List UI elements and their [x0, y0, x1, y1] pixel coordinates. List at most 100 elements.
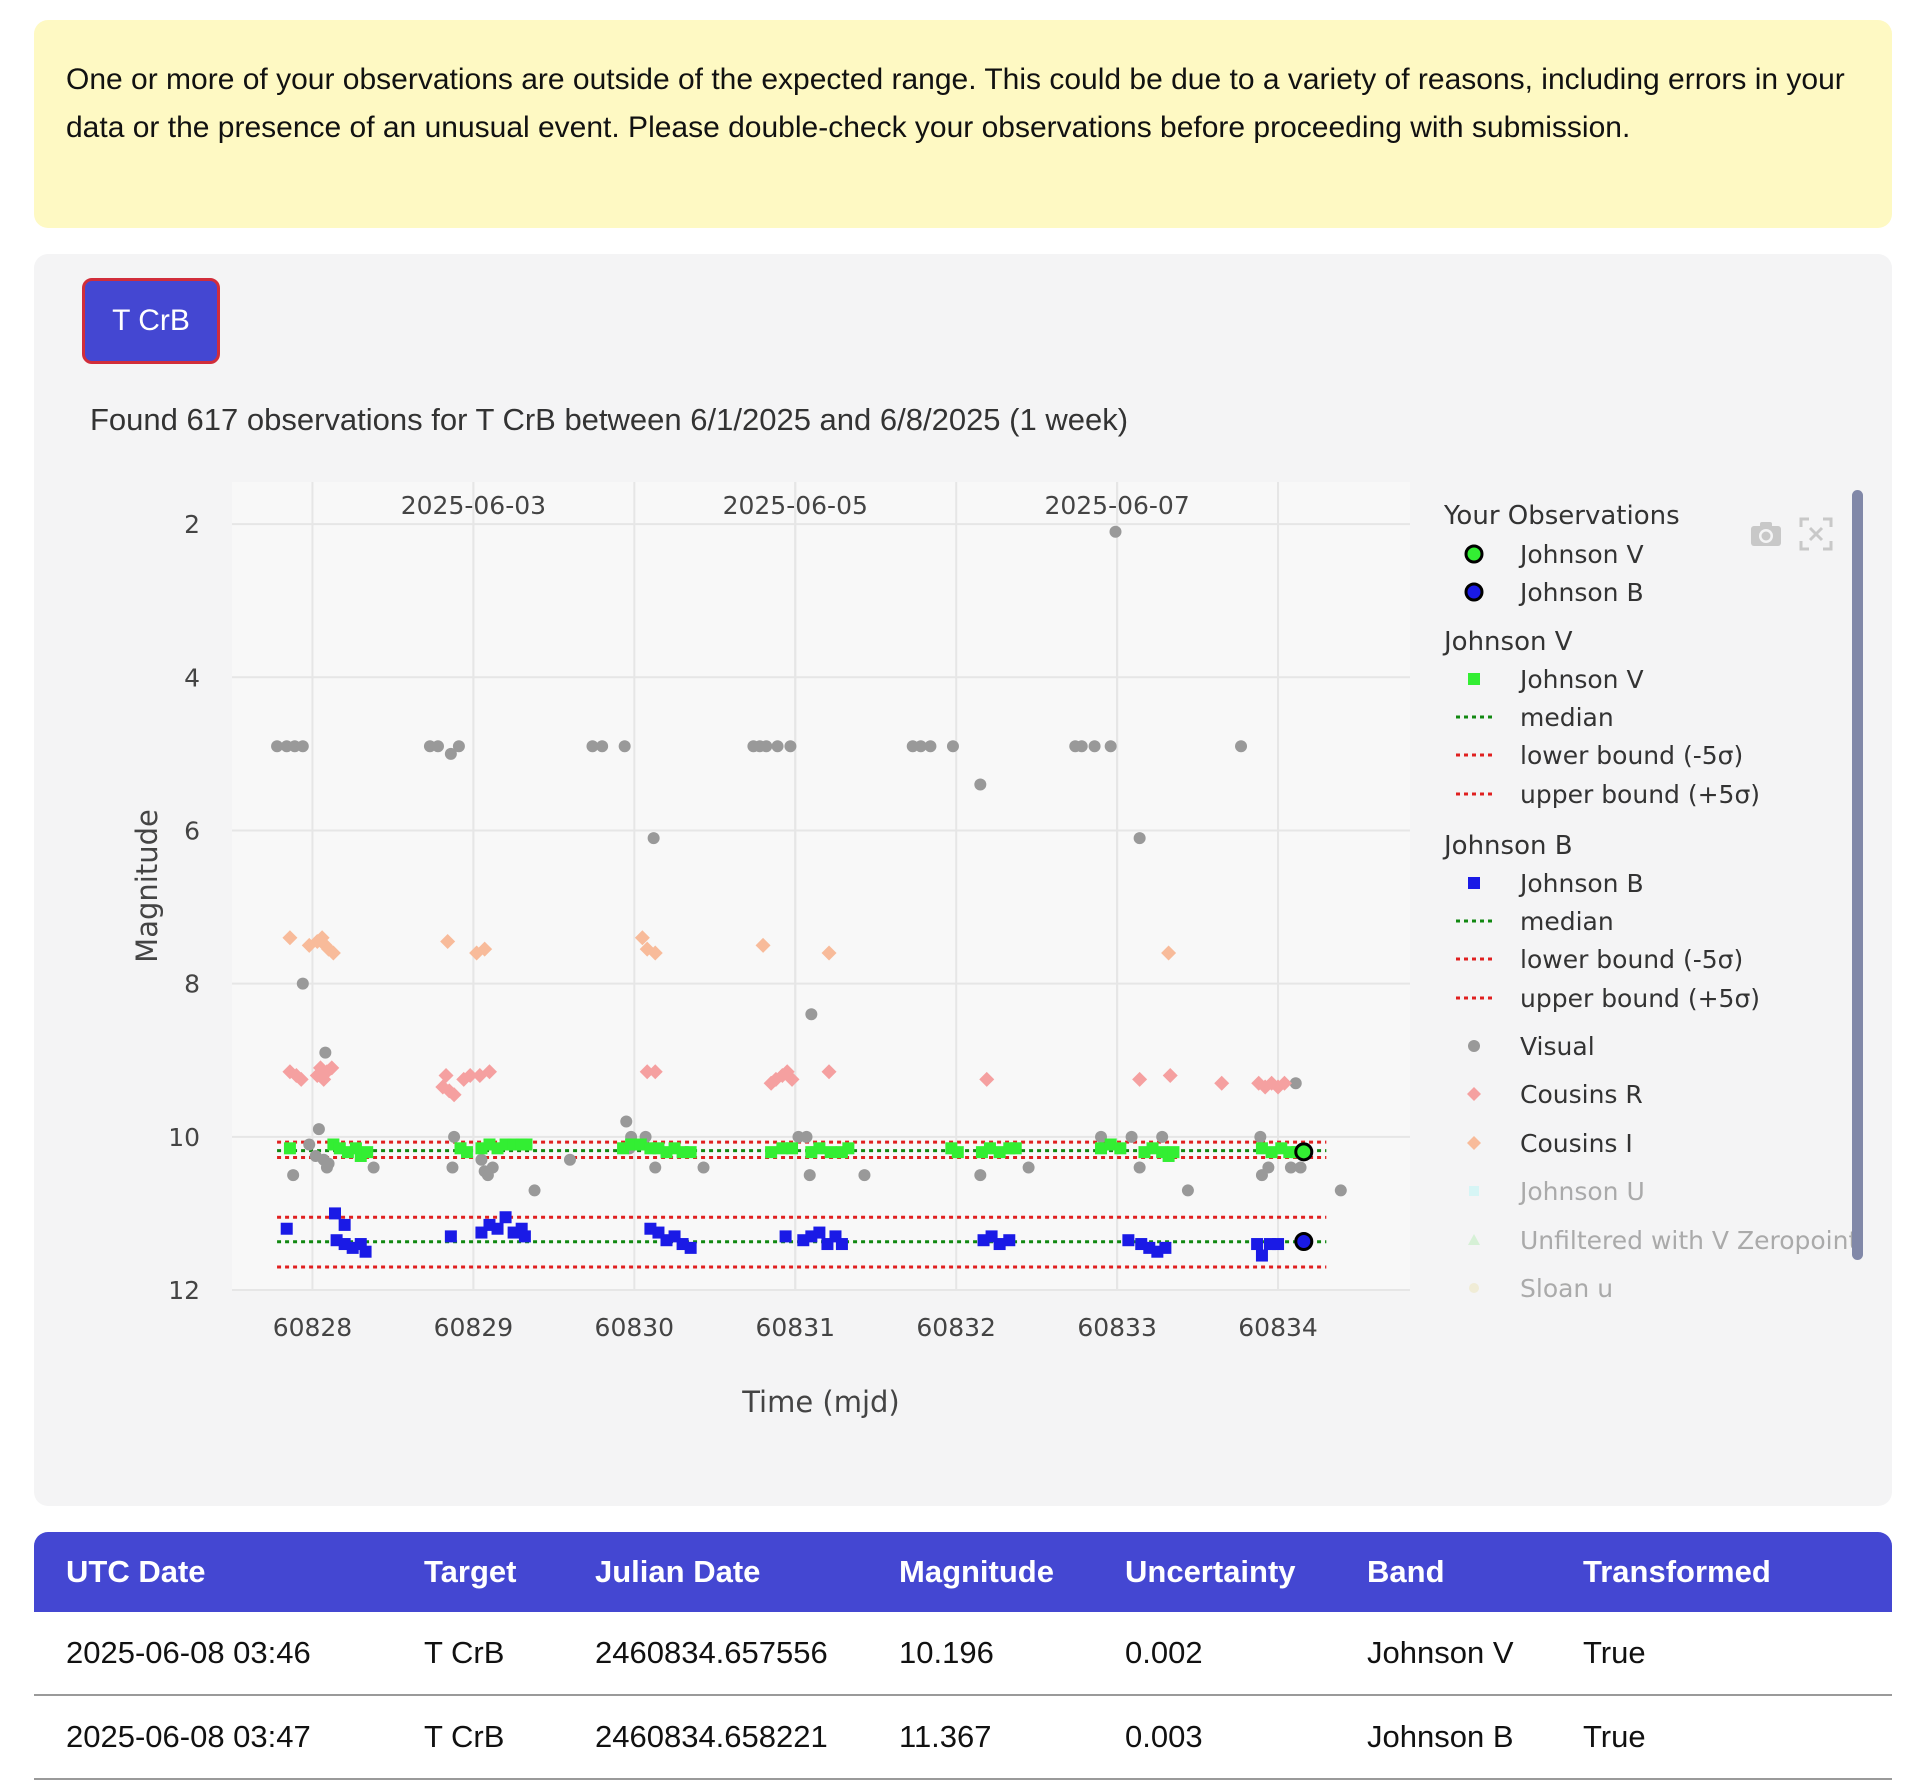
johnson-b-point [835, 1238, 848, 1251]
johnson-v-point [813, 1142, 826, 1155]
johnson-v-point [1146, 1142, 1159, 1155]
visual-point [784, 740, 797, 753]
cousins-i-point [821, 945, 837, 961]
axis-tick-labels: 60828 60829 60830 60831 60832 60833 60834 2025-… [168, 491, 1318, 1342]
visual-point [1284, 1161, 1297, 1174]
visual-point [586, 740, 599, 753]
column-header: Uncertainty [1125, 1554, 1296, 1589]
cousins-i-point [1161, 945, 1177, 961]
visual-point [618, 740, 631, 753]
legend[interactable]: Your Observations Johnson V Johnson B Johns… [1442, 501, 1858, 1303]
legend-item-label[interactable]: Unfiltered with V Zeropoint [1520, 1226, 1858, 1255]
legend-item-label[interactable]: Johnson B [1518, 869, 1644, 898]
cousins-r-point [1276, 1075, 1292, 1091]
visual-point [800, 1130, 813, 1143]
date-tick-label: 2025-06-03 [401, 491, 546, 520]
legend-marker [1468, 1234, 1480, 1245]
target-button-label: T CrB [112, 304, 190, 337]
date-tick-label: 2025-06-05 [723, 491, 868, 520]
johnson-b-point [1159, 1241, 1172, 1254]
visual-point [1088, 740, 1101, 753]
johnson-b-point [1122, 1234, 1135, 1247]
table-cell: 11.367 [867, 1695, 1093, 1780]
cousins-i-point [477, 941, 493, 957]
legend-item-label[interactable]: Johnson U [1518, 1177, 1645, 1206]
legend-item-label[interactable]: lower bound (-5σ) [1520, 741, 1743, 770]
cousins-r-point [784, 1071, 800, 1087]
legend-item-label[interactable]: Johnson V [1518, 665, 1644, 694]
visual-point [475, 1153, 488, 1166]
legend-item-label[interactable]: upper bound (+5σ) [1520, 984, 1760, 1013]
visual-point [296, 740, 309, 753]
visual-point [1254, 1130, 1267, 1143]
visual-point [319, 1046, 332, 1059]
cousins-r-point [979, 1071, 995, 1087]
markers [271, 525, 1347, 1262]
outlier-warning: One or more of your observations are out… [34, 20, 1892, 228]
legend-item-label[interactable]: upper bound (+5σ) [1520, 780, 1760, 809]
visual-point [444, 747, 457, 760]
johnson-v-point [625, 1138, 638, 1151]
x-tick-label: 60829 [434, 1313, 514, 1342]
camera-icon[interactable] [1748, 516, 1784, 552]
visual-point [760, 740, 773, 753]
table-cell: 2460834.658221 [563, 1695, 867, 1780]
visual-point [596, 740, 609, 753]
legend-item-label[interactable]: Johnson B [1518, 578, 1644, 607]
johnson-b-point [328, 1207, 341, 1220]
johnson-b-point [1003, 1234, 1016, 1247]
legend-item-label[interactable]: Cousins I [1520, 1129, 1633, 1158]
legend-item-label[interactable]: median [1520, 703, 1614, 732]
visual-point [946, 740, 959, 753]
legend-group-title: Your Observations [1443, 501, 1680, 531]
johnson-b-point [1251, 1238, 1264, 1251]
visual-point [1262, 1161, 1275, 1174]
table-cell: 0.002 [1093, 1612, 1335, 1696]
table-cell: 2460834.657556 [563, 1612, 867, 1696]
legend-item-label[interactable]: Cousins R [1520, 1080, 1643, 1109]
x-axis-title: Time (mjd) [741, 1385, 900, 1419]
table-cell: T CrB [392, 1695, 563, 1780]
legend-item-label[interactable]: Johnson V [1518, 540, 1644, 569]
autoscale-icon[interactable] [1798, 516, 1834, 552]
observations-summary: Found 617 observations for T CrB between… [90, 402, 1129, 437]
your-observations-markers [1294, 1142, 1314, 1252]
table-cell: Johnson B [1335, 1695, 1551, 1780]
your-observation-point [1294, 1232, 1314, 1252]
johnson-b-point [779, 1230, 792, 1243]
plot-modebar [1748, 516, 1834, 552]
johnson-v-point [634, 1138, 647, 1151]
legend-item-label[interactable]: Sloan u [1520, 1274, 1613, 1303]
visual-point [1095, 1130, 1108, 1143]
visual-point [1289, 1077, 1302, 1090]
y-tick-label: 2 [184, 510, 200, 539]
visual-point [481, 1169, 494, 1182]
visual-point [312, 1123, 325, 1136]
visual-point [309, 1149, 322, 1162]
cousins-i-point [634, 930, 650, 946]
warning-text: One or more of your observations are out… [66, 63, 1845, 144]
visual-point [1133, 1161, 1146, 1174]
johnson-v-point [1255, 1142, 1268, 1155]
johnson-v-point [1095, 1142, 1108, 1155]
legend-item-label[interactable]: lower bound (-5σ) [1520, 945, 1743, 974]
column-header: Transformed [1583, 1554, 1771, 1589]
visual-point [974, 778, 987, 791]
cousins-i-point [325, 945, 341, 961]
visual-point [620, 1115, 633, 1128]
legend-marker [1467, 1136, 1481, 1150]
cousins-r-point [446, 1087, 462, 1103]
target-button[interactable]: T CrB [82, 278, 220, 364]
visual-point [647, 832, 660, 845]
light-curve-plot[interactable]: 60828 60829 60830 60831 60832 60833 60834 2025-… [0, 0, 1918, 1500]
legend-scrollbar[interactable] [1852, 490, 1863, 1260]
visual-point [303, 1138, 316, 1151]
table-row: 2025-06-08 03:47 T CrB 2460834.658221 11… [34, 1695, 1892, 1780]
visual-point [1294, 1161, 1307, 1174]
legend-marker [1467, 1087, 1481, 1101]
legend-item-label[interactable]: median [1520, 907, 1614, 936]
johnson-v-point [1114, 1142, 1127, 1155]
visual-point [1104, 740, 1117, 753]
x-tick-label: 60832 [916, 1313, 996, 1342]
legend-item-label[interactable]: Visual [1520, 1032, 1595, 1061]
